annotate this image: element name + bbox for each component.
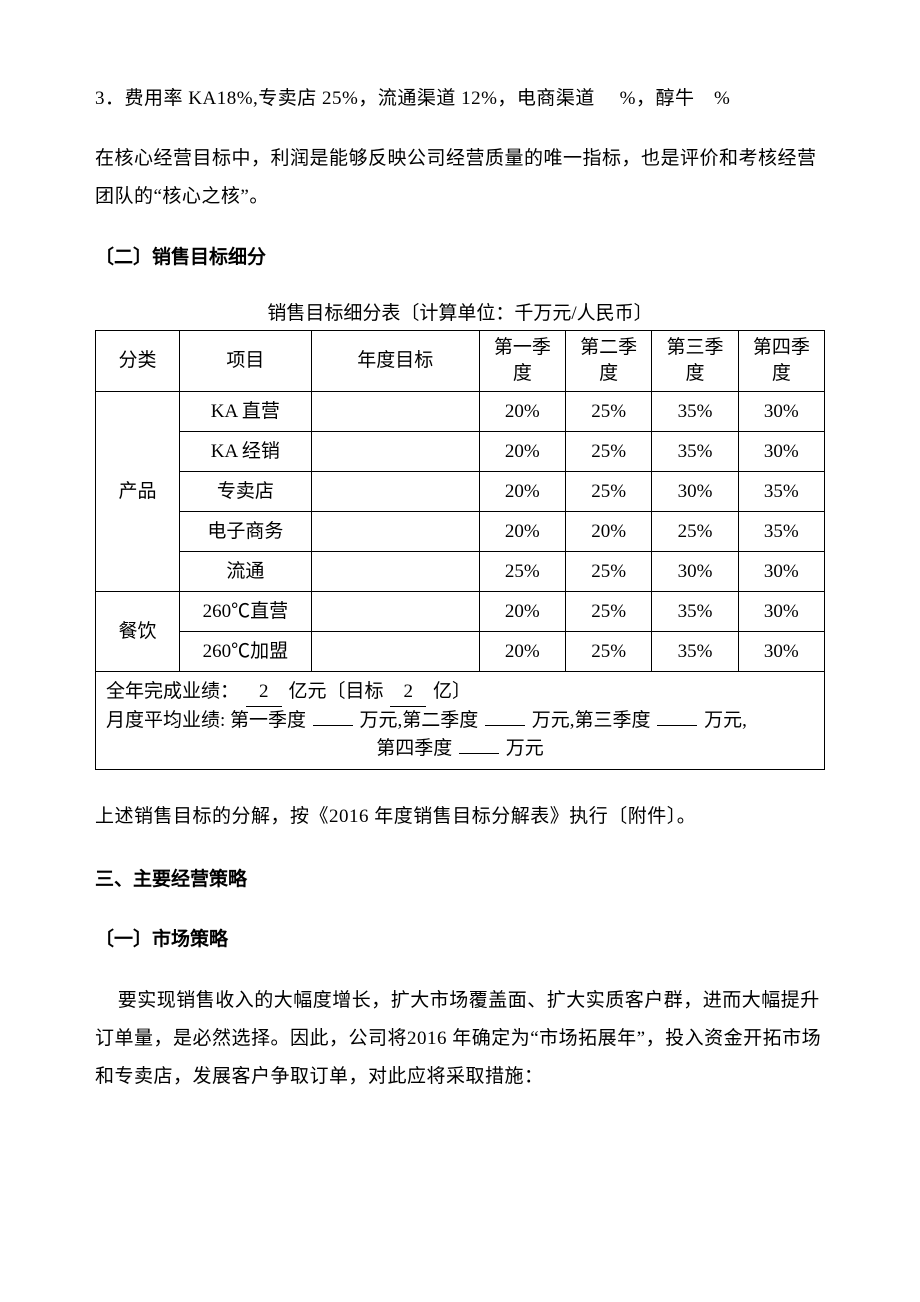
cell-q1: 20% bbox=[479, 392, 565, 432]
cell-annual bbox=[311, 392, 479, 432]
cell-q3: 25% bbox=[652, 512, 738, 552]
expense-rate-line: 3．费用率 KA18%,专卖店 25%，流通渠道 12%，电商渠道 %，醇牛 % bbox=[95, 80, 825, 118]
th-category: 分类 bbox=[96, 331, 180, 392]
cell-item: 专卖店 bbox=[179, 472, 311, 512]
table-row: 餐饮 260℃直营 20% 25% 35% 30% bbox=[96, 592, 825, 632]
subsection-2-heading: 〔二〕销售目标细分 bbox=[95, 242, 825, 274]
cell-q1: 20% bbox=[479, 632, 565, 672]
sales-breakdown-table: 分类 项目 年度目标 第一季度 第二季度 第三季度 第四季度 产品 KA 直营 … bbox=[95, 330, 825, 770]
cell-q2: 25% bbox=[566, 392, 652, 432]
th-q3: 第三季度 bbox=[652, 331, 738, 392]
footer-blank-3 bbox=[657, 725, 697, 726]
footer-text: 亿元〔目标 bbox=[289, 681, 384, 702]
footer-value-2: 2 bbox=[390, 678, 426, 707]
cell-annual bbox=[311, 432, 479, 472]
core-target-paragraph: 在核心经营目标中，利润是能够反映公司经营质量的唯一指标，也是评价和考核经营团队的… bbox=[95, 140, 825, 216]
cell-q3: 35% bbox=[652, 392, 738, 432]
cell-category-product: 产品 bbox=[96, 392, 180, 592]
cell-item: KA 直营 bbox=[179, 392, 311, 432]
cell-item: 260℃加盟 bbox=[179, 632, 311, 672]
cell-q4: 30% bbox=[738, 632, 824, 672]
footer-text: 万元,第三季度 bbox=[532, 710, 651, 731]
footer-text: 万元,第二季度 bbox=[360, 710, 479, 731]
footer-line-3: 第四季度 万元 bbox=[106, 735, 814, 763]
table-row: 260℃加盟 20% 25% 35% 30% bbox=[96, 632, 825, 672]
cell-q1: 20% bbox=[479, 512, 565, 552]
cell-q3: 30% bbox=[652, 472, 738, 512]
cell-q4: 35% bbox=[738, 472, 824, 512]
footer-text: 万元 bbox=[506, 738, 544, 759]
cell-q2: 25% bbox=[566, 432, 652, 472]
table-row: KA 经销 20% 25% 35% 30% bbox=[96, 432, 825, 472]
footer-text: 第四季度 bbox=[376, 738, 452, 759]
cell-q4: 35% bbox=[738, 512, 824, 552]
cell-q3: 35% bbox=[652, 632, 738, 672]
table-caption: 销售目标细分表〔计算单位：千万元/人民币〕 bbox=[95, 300, 825, 328]
cell-q4: 30% bbox=[738, 392, 824, 432]
footer-blank-4 bbox=[459, 753, 499, 754]
cell-q3: 30% bbox=[652, 552, 738, 592]
cell-annual bbox=[311, 632, 479, 672]
document-page: 3．费用率 KA18%,专卖店 25%，流通渠道 12%，电商渠道 %，醇牛 %… bbox=[0, 0, 920, 1302]
cell-q2: 25% bbox=[566, 592, 652, 632]
table-row: 产品 KA 直营 20% 25% 35% 30% bbox=[96, 392, 825, 432]
cell-q2: 25% bbox=[566, 552, 652, 592]
cell-q3: 35% bbox=[652, 592, 738, 632]
cell-q4: 30% bbox=[738, 552, 824, 592]
cell-q3: 35% bbox=[652, 432, 738, 472]
footer-text: 全年完成业绩： bbox=[106, 681, 239, 702]
cell-q1: 20% bbox=[479, 432, 565, 472]
footer-value-1: 2 bbox=[246, 678, 282, 707]
cell-item: 流通 bbox=[179, 552, 311, 592]
cell-item: 260℃直营 bbox=[179, 592, 311, 632]
th-annual: 年度目标 bbox=[311, 331, 479, 392]
th-q1: 第一季度 bbox=[479, 331, 565, 392]
cell-annual bbox=[311, 592, 479, 632]
table-row: 流通 25% 25% 30% 30% bbox=[96, 552, 825, 592]
cell-item: 电子商务 bbox=[179, 512, 311, 552]
table-row: 专卖店 20% 25% 30% 35% bbox=[96, 472, 825, 512]
cell-annual bbox=[311, 552, 479, 592]
footer-text: 月度平均业绩: 第一季度 bbox=[106, 710, 306, 731]
cell-annual bbox=[311, 512, 479, 552]
th-q4: 第四季度 bbox=[738, 331, 824, 392]
cell-q1: 20% bbox=[479, 472, 565, 512]
footer-blank-1 bbox=[313, 725, 353, 726]
th-item: 项目 bbox=[179, 331, 311, 392]
subsection-3-1-heading: 〔一〕市场策略 bbox=[95, 924, 825, 956]
cell-q1: 25% bbox=[479, 552, 565, 592]
table-header-row: 分类 项目 年度目标 第一季度 第二季度 第三季度 第四季度 bbox=[96, 331, 825, 392]
cell-q2: 20% bbox=[566, 512, 652, 552]
table-footer-cell: 全年完成业绩： 2 亿元〔目标 2 亿〕 月度平均业绩: 第一季度 万元,第二季… bbox=[96, 672, 825, 770]
cell-q2: 25% bbox=[566, 632, 652, 672]
th-q2: 第二季度 bbox=[566, 331, 652, 392]
cell-q4: 30% bbox=[738, 592, 824, 632]
cell-q4: 30% bbox=[738, 432, 824, 472]
market-strategy-paragraph: 要实现销售收入的大幅度增长，扩大市场覆盖面、扩大实质客户群，进而大幅提升订单量，… bbox=[95, 982, 825, 1096]
cell-q2: 25% bbox=[566, 472, 652, 512]
after-table-paragraph: 上述销售目标的分解，按《2016 年度销售目标分解表》执行〔附件〕。 bbox=[95, 798, 825, 836]
cell-annual bbox=[311, 472, 479, 512]
footer-text: 万元, bbox=[704, 710, 747, 731]
cell-item: KA 经销 bbox=[179, 432, 311, 472]
footer-text: 亿〕 bbox=[433, 681, 471, 702]
cell-category-food: 餐饮 bbox=[96, 592, 180, 672]
section-3-heading: 三、主要经营策略 bbox=[95, 864, 825, 896]
footer-blank-2 bbox=[485, 725, 525, 726]
table-row: 电子商务 20% 20% 25% 35% bbox=[96, 512, 825, 552]
table-footer-row: 全年完成业绩： 2 亿元〔目标 2 亿〕 月度平均业绩: 第一季度 万元,第二季… bbox=[96, 672, 825, 770]
cell-q1: 20% bbox=[479, 592, 565, 632]
